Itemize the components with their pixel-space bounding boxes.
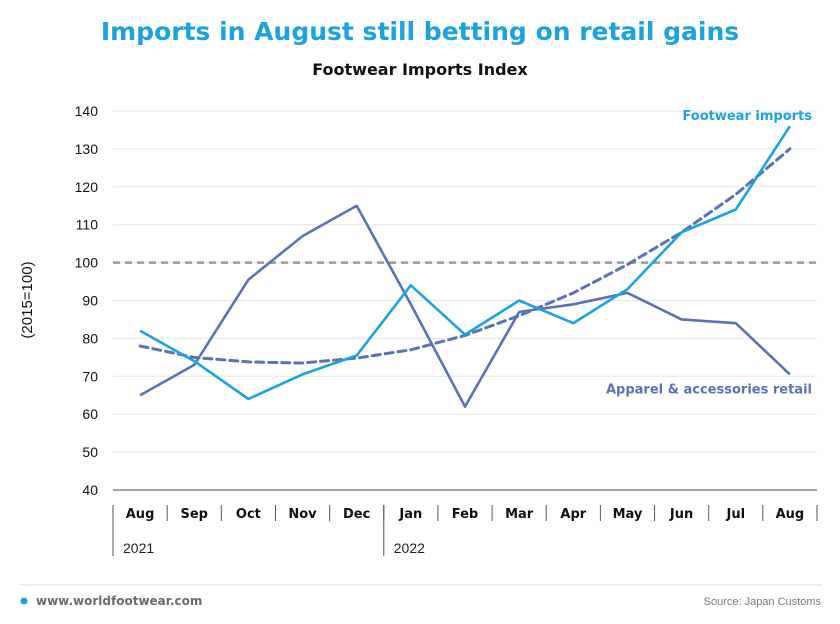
year-label: 2022	[394, 540, 425, 556]
x-tick-label: May	[613, 507, 643, 522]
x-tick-label: Feb	[452, 507, 478, 522]
x-tick-label: Mar	[505, 507, 534, 522]
y-axis-label: (2015=100)	[19, 261, 36, 338]
x-axis: Aug Sep Oct Nov Dec Jan Feb Mar Apr May Jun Jul Aug 2…	[112, 505, 818, 556]
x-tick-label: Sep	[180, 507, 208, 522]
y-tick-label: 50	[82, 444, 98, 460]
series-labels: Footwear imports Apparel & accessories re…	[606, 109, 812, 397]
y-axis-ticks: 40 50 60 70 80 90 100 110 120 130 140	[75, 103, 99, 498]
y-tick-label: 100	[75, 255, 99, 271]
footwear-series-label: Footwear imports	[682, 109, 812, 124]
y-tick-label: 70	[82, 368, 98, 384]
year-label: 2021	[123, 540, 154, 556]
chart-subtitle: Footwear Imports Index	[312, 60, 528, 79]
footwear-line	[139, 125, 791, 401]
x-tick-label: Aug	[126, 507, 155, 522]
grid-lines	[113, 110, 817, 491]
x-tick-label: Apr	[560, 507, 586, 522]
bullet-icon	[20, 597, 28, 605]
series-lines	[138, 125, 792, 408]
y-tick-label: 40	[82, 482, 98, 498]
footwear-trend-line	[138, 147, 792, 365]
website-link[interactable]: www.worldfootwear.com	[36, 594, 202, 608]
x-tick-label: Dec	[343, 507, 370, 522]
y-tick-label: 140	[75, 103, 99, 119]
y-tick-label: 120	[75, 179, 99, 195]
y-tick-label: 60	[82, 406, 98, 422]
apparel-line	[139, 204, 791, 408]
apparel-series-label: Apparel & accessories retail	[606, 382, 812, 397]
x-tick-label: Aug	[776, 507, 805, 522]
y-tick-label: 110	[76, 217, 99, 233]
x-tick-label: Oct	[236, 507, 261, 522]
x-tick-label: Jul	[725, 507, 745, 522]
chart-title: Imports in August still betting on retai…	[101, 17, 739, 46]
y-tick-label: 90	[82, 293, 98, 309]
x-tick-label: Nov	[288, 507, 317, 522]
x-tick-label: Jun	[669, 507, 693, 522]
x-tick-label: Jan	[398, 507, 422, 522]
y-tick-label: 80	[82, 330, 98, 346]
source-note: Source: Japan Customs	[704, 596, 822, 608]
y-tick-label: 130	[75, 141, 99, 157]
